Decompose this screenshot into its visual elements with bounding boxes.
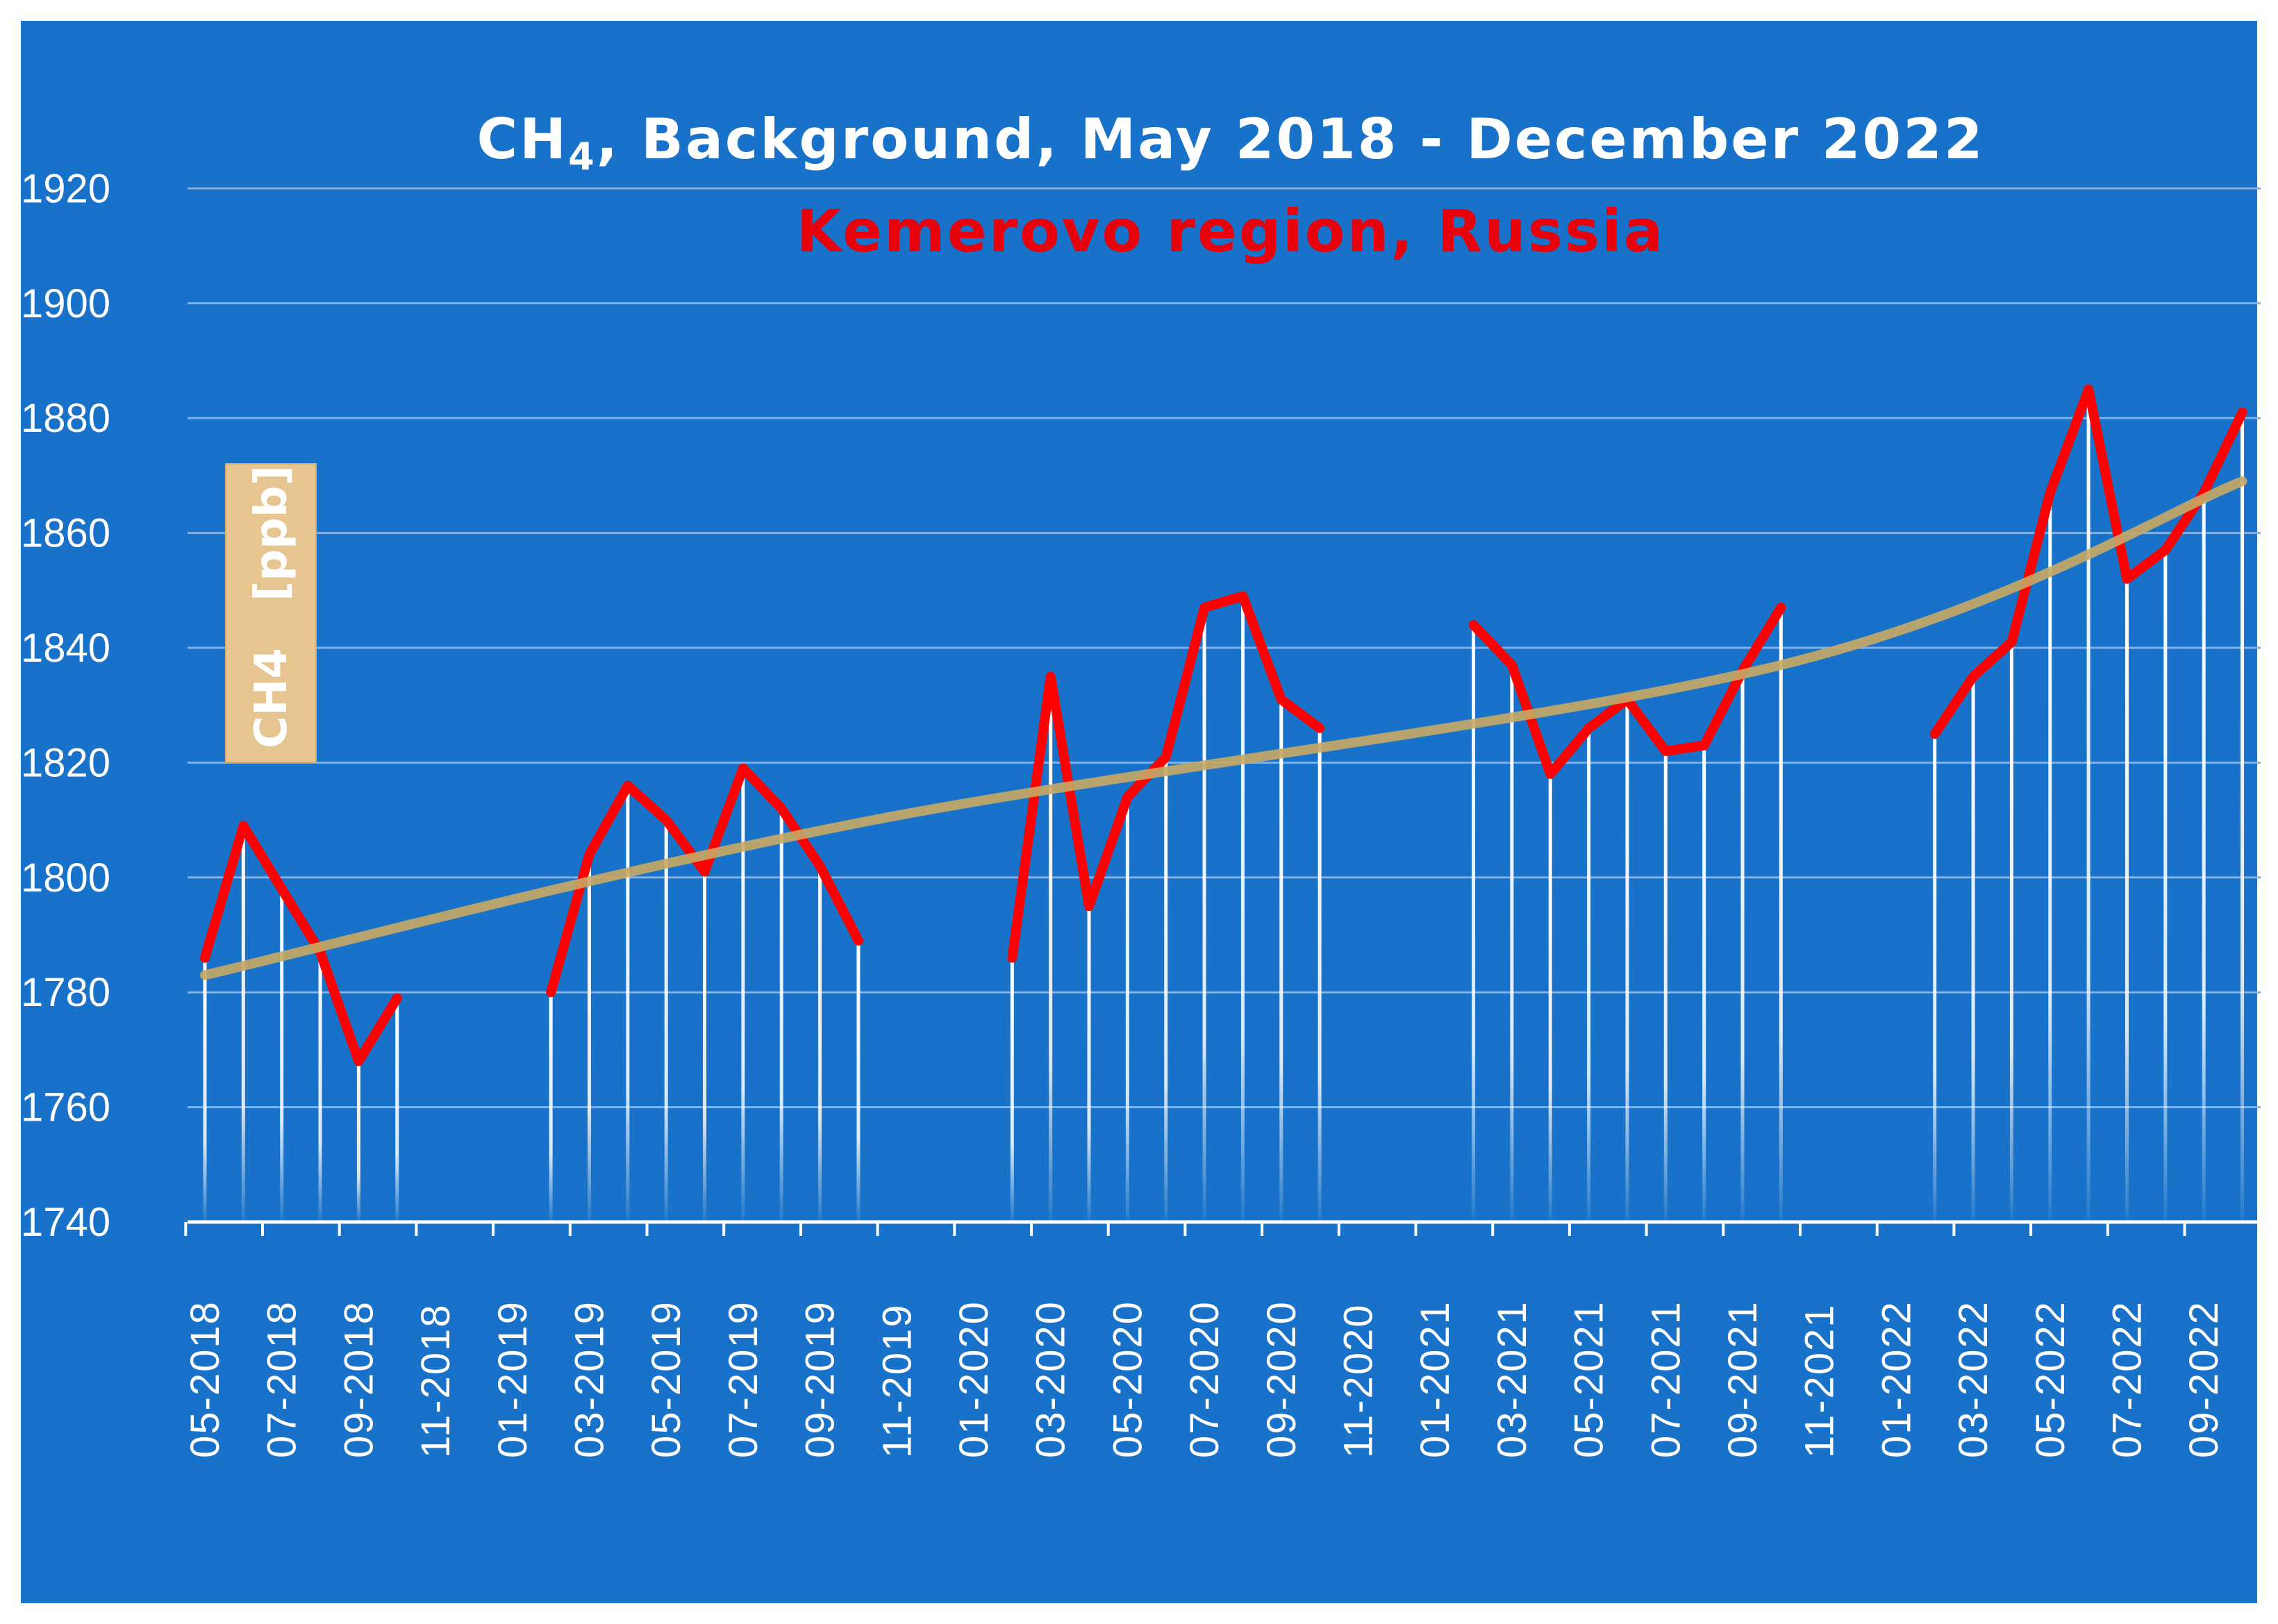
data-point-drop-line <box>779 808 783 1222</box>
trend-curve <box>200 476 2247 980</box>
data-point-drop-line <box>588 854 591 1222</box>
data-point-drop-line <box>395 998 399 1222</box>
data-point-drop-line <box>356 1061 360 1222</box>
y-tick-label: 1800 <box>21 855 110 901</box>
x-tick-label: 05-2021 <box>1567 1300 1612 1458</box>
y-axis-tick-labels: 1740 1760 1780 1800 1820 1840 1860 1880 1900 1920 <box>21 166 110 1245</box>
ch4-series-line <box>1929 384 2247 739</box>
data-point-drop-line <box>203 957 207 1222</box>
y-tick-label: 1920 <box>21 166 110 211</box>
data-point-drop-line <box>1279 699 1283 1222</box>
data-point-drop-line <box>1740 671 1745 1222</box>
data-point-drop-line <box>1240 596 1245 1222</box>
data-point-drop-line <box>1087 906 1091 1222</box>
y-tick-label: 1880 <box>21 396 110 441</box>
y-tick-label: 1860 <box>21 511 110 556</box>
data-point-drop-line <box>2240 412 2245 1223</box>
y-tick-label: 1760 <box>21 1085 110 1130</box>
y-tick-label: 1820 <box>21 740 110 785</box>
data-point-drop-line <box>1164 757 1168 1222</box>
data-point-drop-line <box>1202 608 1206 1222</box>
y-tick-label: 1840 <box>21 626 110 671</box>
x-tick-label: 03-2022 <box>1951 1300 1996 1458</box>
data-point-drop-line <box>2048 492 2052 1223</box>
x-tick-label: 11-2021 <box>1797 1303 1843 1458</box>
data-point-drop-line <box>626 785 630 1222</box>
x-tick-label: 07-2019 <box>721 1300 766 1458</box>
ch4-series-line <box>200 821 402 1066</box>
data-point-drop-line <box>1702 745 1706 1222</box>
data-point-drop-line <box>241 826 245 1222</box>
data-point-drop-line <box>856 940 861 1222</box>
x-tick-label: 11-2018 <box>413 1303 458 1458</box>
x-tick-label: 03-2019 <box>567 1300 613 1458</box>
data-point-drop-line <box>664 820 668 1222</box>
x-tick-label: 09-2022 <box>2181 1300 2227 1458</box>
data-point-drop-line <box>2009 642 2013 1222</box>
data-point-drop-line <box>703 871 707 1222</box>
data-point-drop-line <box>280 889 284 1222</box>
x-tick-label: 05-2018 <box>183 1300 228 1458</box>
data-point-drop-line <box>1472 624 1476 1222</box>
x-tick-label: 09-2019 <box>798 1300 843 1458</box>
x-tick-label: 09-2018 <box>336 1300 381 1458</box>
y-axis-label: CH4 [ppb] <box>246 465 297 748</box>
x-tick-label: 07-2020 <box>1182 1300 1227 1458</box>
x-axis <box>184 1220 2263 1236</box>
data-point-drop-line <box>741 768 745 1222</box>
data-point-drop-line <box>1663 751 1668 1222</box>
data-point-drop-line <box>1510 664 1514 1222</box>
chart-subtitle: Kemerovo region, Russia <box>797 197 1665 265</box>
data-point-drop-line <box>2202 492 2206 1223</box>
ch4-series-line <box>1007 591 1325 963</box>
x-tick-label: 07-2022 <box>2105 1300 2150 1458</box>
ch4-series <box>200 384 2247 1066</box>
x-tick-label: 07-2018 <box>260 1300 305 1458</box>
value-drop-lines <box>203 389 2245 1223</box>
data-point-drop-line <box>1971 676 1975 1222</box>
data-point-drop-line <box>1933 734 1937 1222</box>
chart-background <box>21 21 2257 1603</box>
grid-lines <box>188 187 2261 1109</box>
y-tick-label: 1780 <box>21 970 110 1015</box>
x-tick-label: 11-2020 <box>1336 1303 1381 1458</box>
x-tick-label: 05-2019 <box>644 1300 689 1458</box>
chart-title: CH4, Background, May 2018 - December 202… <box>476 107 1984 178</box>
x-axis-tick-labels: 05-2018 07-2018 09-2018 11-2018 01-2019 03-20… <box>183 1300 2227 1458</box>
x-tick-label: 05-2022 <box>2028 1300 2073 1458</box>
data-point-drop-line <box>1779 608 1783 1222</box>
data-point-drop-line <box>1049 676 1053 1222</box>
x-tick-label: 05-2020 <box>1105 1300 1150 1458</box>
data-point-drop-line <box>1625 699 1629 1222</box>
x-tick-label: 09-2020 <box>1259 1300 1304 1458</box>
data-point-drop-line <box>1125 797 1129 1222</box>
y-axis-label-box: CH4 [ppb] <box>225 463 317 763</box>
x-tick-label: 07-2021 <box>1643 1300 1688 1458</box>
x-tick-label: 01-2020 <box>951 1300 997 1458</box>
x-tick-label: 01-2022 <box>1874 1300 1919 1458</box>
x-tick-label: 03-2020 <box>1029 1300 1074 1458</box>
data-point-drop-line <box>549 992 553 1222</box>
x-tick-label: 09-2021 <box>1720 1300 1765 1458</box>
x-tick-label: 01-2019 <box>490 1300 535 1458</box>
data-point-drop-line <box>1010 957 1014 1222</box>
y-tick-label: 1900 <box>21 281 110 326</box>
data-point-drop-line <box>1317 728 1322 1222</box>
ch4-series-line <box>546 763 863 998</box>
data-point-drop-line <box>2163 550 2168 1222</box>
data-point-drop-line <box>2125 578 2129 1222</box>
y-tick-label: 1740 <box>21 1200 110 1245</box>
data-point-drop-line <box>1587 728 1591 1222</box>
x-tick-label: 01-2021 <box>1413 1300 1458 1458</box>
data-point-drop-line <box>2086 389 2090 1222</box>
data-point-drop-line <box>318 952 322 1222</box>
x-tick-label: 03-2021 <box>1490 1300 1535 1458</box>
x-tick-label: 11-2019 <box>874 1303 920 1458</box>
trend-line <box>200 476 2247 980</box>
data-point-drop-line <box>818 866 822 1222</box>
data-point-drop-line <box>1548 773 1552 1222</box>
y-axis-label-background <box>225 463 317 763</box>
